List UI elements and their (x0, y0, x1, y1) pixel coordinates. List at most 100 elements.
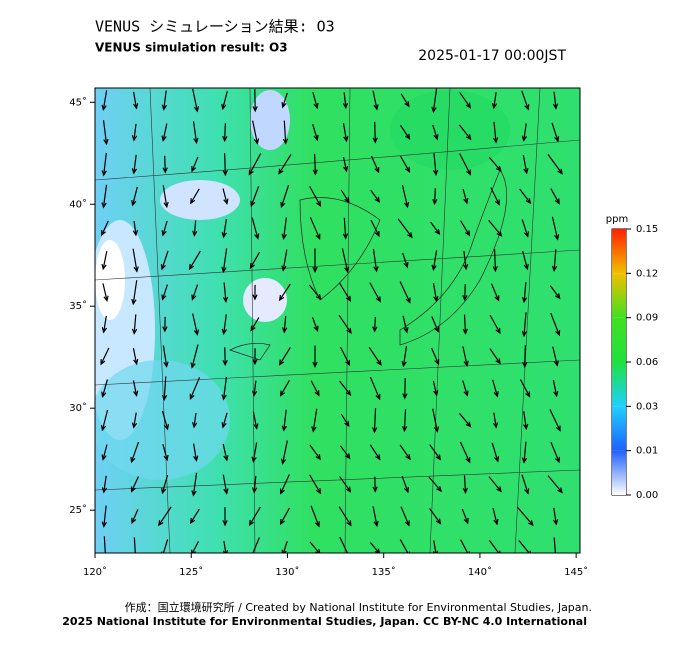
wind-arrow (131, 123, 138, 142)
wind-arrow (192, 220, 198, 237)
y-tick-label: 30˚ (69, 402, 87, 414)
wind-arrow (462, 284, 468, 302)
wind-arrow (101, 184, 108, 209)
wind-arrow (430, 221, 441, 236)
wind-arrow (401, 345, 408, 368)
y-tick-label: 40˚ (69, 198, 87, 210)
wind-arrow (131, 280, 138, 306)
wind-arrow (192, 443, 199, 462)
wind-arrow (161, 376, 168, 401)
wind-arrow (462, 380, 469, 397)
wind-arrow (518, 540, 532, 553)
wind-arrow (552, 91, 559, 110)
wind-arrow (309, 185, 322, 207)
wind-arrow (102, 120, 109, 146)
wind-arrow (340, 189, 350, 204)
wind-arrow (519, 379, 531, 398)
wind-arrow (462, 314, 468, 335)
wind-arrow (309, 444, 322, 461)
wind-arrow (252, 537, 260, 553)
colorbar-tick-label: 0.01 (636, 446, 658, 457)
low-ozone-area (250, 90, 290, 150)
colorbar-segment (612, 273, 626, 318)
wind-arrow (550, 312, 561, 337)
wind-arrow (462, 346, 469, 367)
wind-arrow (310, 505, 320, 528)
wind-arrow (399, 124, 411, 140)
wind-arrow (132, 380, 139, 397)
wind-arrow (521, 474, 530, 495)
wind-arrow (369, 282, 381, 303)
wind-arrow (161, 220, 168, 237)
wind-arrow (551, 122, 560, 143)
wind-arrow (248, 506, 261, 527)
wind-arrow (188, 250, 201, 271)
wind-arrow (339, 445, 351, 460)
wind-arrow (189, 508, 200, 525)
wind-arrow (462, 188, 469, 205)
wind-arrow (311, 317, 319, 333)
wind-arrow (397, 218, 413, 239)
wind-arrow (162, 185, 169, 209)
y-tick-label: 25˚ (69, 504, 87, 516)
wind-arrow (249, 251, 261, 270)
wind-arrow (372, 121, 378, 144)
wind-arrow (521, 90, 530, 111)
colorbar-segment (612, 229, 626, 274)
wind-arrow (432, 153, 439, 177)
wind-arrow (488, 539, 501, 553)
wind-arrow (252, 284, 258, 301)
wind-arrow (101, 444, 108, 461)
wind-arrow (401, 185, 410, 209)
wind-arrow (399, 444, 411, 461)
wind-arrow (132, 347, 139, 366)
wind-arrow (251, 475, 258, 494)
wind-arrow (222, 123, 228, 143)
wind-arrow (190, 188, 200, 205)
wind-arrow (340, 346, 351, 367)
wind-arrow (221, 412, 228, 429)
wind-arrow (278, 154, 292, 175)
wind-arrow (278, 347, 291, 366)
wind-arrow (278, 283, 291, 302)
wind-arrow (158, 506, 172, 527)
wind-arrow (492, 507, 499, 526)
wind-arrow (552, 507, 559, 526)
wind-arrow (191, 472, 198, 497)
wind-arrow (133, 91, 139, 110)
wind-arrow (523, 411, 529, 431)
wind-arrow (432, 408, 440, 433)
wind-arrow (191, 412, 198, 429)
wind-arrow (161, 123, 168, 142)
wind-arrow (312, 91, 319, 110)
colorbar-segment (612, 362, 626, 407)
wind-arrow (191, 284, 199, 301)
wind-arrow (221, 314, 227, 336)
wind-arrow (250, 185, 260, 208)
wind-arrow (372, 90, 379, 111)
wind-arrow (251, 442, 258, 463)
wind-arrow (132, 220, 139, 237)
wind-arrow (490, 187, 500, 206)
wind-arrow (521, 123, 528, 142)
wind-arrow (429, 444, 442, 461)
wind-arrow (342, 92, 349, 110)
wind-arrow (521, 441, 528, 464)
wind-arrow (101, 315, 108, 334)
wind-arrow (161, 410, 169, 431)
wind-arrow (132, 248, 139, 273)
wind-arrow (133, 537, 136, 553)
wind-arrow (492, 121, 499, 144)
wind-arrow (131, 412, 138, 429)
y-tick-label: 35˚ (69, 300, 87, 312)
wind-arrow (372, 316, 378, 333)
wind-arrow (552, 346, 559, 367)
colorbar-tick-label: 0.09 (636, 313, 658, 324)
wind-arrow (551, 249, 558, 272)
wind-arrow (399, 539, 411, 553)
wind-arrow (161, 539, 169, 553)
wind-arrow (522, 345, 528, 369)
wind-arrow (162, 345, 169, 368)
x-tick-label: 145˚ (564, 566, 588, 578)
wind-arrow (131, 314, 138, 335)
